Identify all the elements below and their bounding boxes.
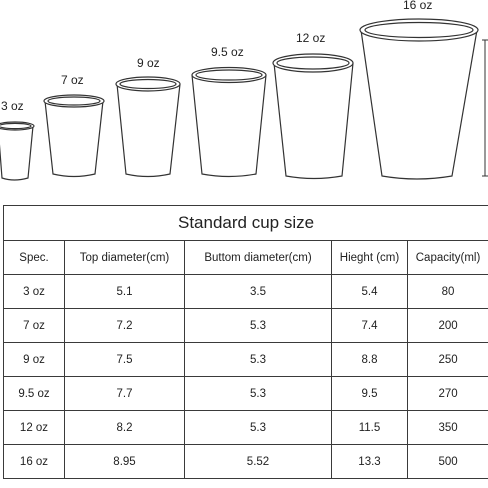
cups-illustration: 3 oz 7 oz 9 oz 9.5 oz 12 oz 16 oz <box>0 0 488 181</box>
cell-capacity: 350 <box>406 410 488 445</box>
header-top-diameter: Top diameter(cm) <box>64 240 185 275</box>
table-row: 9.5 oz 7.7 5.3 9.5 270 <box>3 376 488 411</box>
cup-label-16oz: 16 oz <box>403 0 432 12</box>
cup-7oz <box>43 94 105 178</box>
cup-12oz <box>272 53 354 180</box>
table-title-row: Standard cup size <box>2 205 488 241</box>
table-row: 7 oz 7.2 5.3 7.4 200 <box>3 308 488 343</box>
cell-spec: 12 oz <box>3 410 65 445</box>
cell-top-diameter: 8.95 <box>64 444 185 479</box>
header-bottom-diameter: Buttom diameter(cm) <box>184 240 332 275</box>
cup-3oz <box>0 121 35 181</box>
cell-height: 9.5 <box>331 376 408 411</box>
cell-spec: 9.5 oz <box>3 376 65 411</box>
table-title: Standard cup size <box>2 205 488 241</box>
cup-label-3oz: 3 oz <box>1 99 24 113</box>
cell-bottom-diameter: 5.3 <box>184 342 332 377</box>
table-row: 3 oz 5.1 3.5 5.4 80 <box>3 274 488 309</box>
cell-bottom-diameter: 5.3 <box>184 308 332 343</box>
cup-9-5oz <box>191 66 267 178</box>
cell-top-diameter: 7.2 <box>64 308 185 343</box>
table-header-row: Spec. Top diameter(cm) Buttom diameter(c… <box>3 240 488 275</box>
cell-bottom-diameter: 5.3 <box>184 410 332 445</box>
header-spec: Spec. <box>3 240 65 275</box>
cell-capacity: 80 <box>406 274 488 309</box>
cup-size-table: Standard cup size Spec. Top diameter(cm)… <box>2 205 488 479</box>
cell-spec: 7 oz <box>3 308 65 343</box>
cell-top-diameter: 5.1 <box>64 274 185 309</box>
cell-top-diameter: 7.7 <box>64 376 185 411</box>
cell-height: 13.3 <box>331 444 408 479</box>
cup-label-9-5oz: 9.5 oz <box>211 45 244 59</box>
cell-bottom-diameter: 5.3 <box>184 376 332 411</box>
cell-height: 8.8 <box>331 342 408 377</box>
cell-bottom-diameter: 5.52 <box>184 444 332 479</box>
cup-label-9oz: 9 oz <box>137 56 160 70</box>
header-height: Hieght (cm) <box>331 240 408 275</box>
cell-height: 11.5 <box>331 410 408 445</box>
cell-spec: 3 oz <box>3 274 65 309</box>
cell-spec: 9 oz <box>3 342 65 377</box>
cell-height: 5.4 <box>331 274 408 309</box>
cell-spec: 16 oz <box>3 444 65 479</box>
table-row: 16 oz 8.95 5.52 13.3 500 <box>3 444 488 479</box>
cup-9oz <box>115 76 181 178</box>
cell-height: 7.4 <box>331 308 408 343</box>
cell-bottom-diameter: 3.5 <box>184 274 332 309</box>
cell-top-diameter: 8.2 <box>64 410 185 445</box>
cup-label-12oz: 12 oz <box>296 31 325 45</box>
cup-16oz <box>359 18 479 180</box>
table-row: 12 oz 8.2 5.3 11.5 350 <box>3 410 488 445</box>
header-capacity: Capacity(ml) <box>406 240 488 275</box>
cell-top-diameter: 7.5 <box>64 342 185 377</box>
table-row: 9 oz 7.5 5.3 8.8 250 <box>3 342 488 377</box>
cell-capacity: 500 <box>406 444 488 479</box>
height-dimension-line <box>482 39 488 177</box>
cell-capacity: 250 <box>406 342 488 377</box>
cell-capacity: 200 <box>406 308 488 343</box>
cell-capacity: 270 <box>406 376 488 411</box>
cup-label-7oz: 7 oz <box>61 73 84 87</box>
